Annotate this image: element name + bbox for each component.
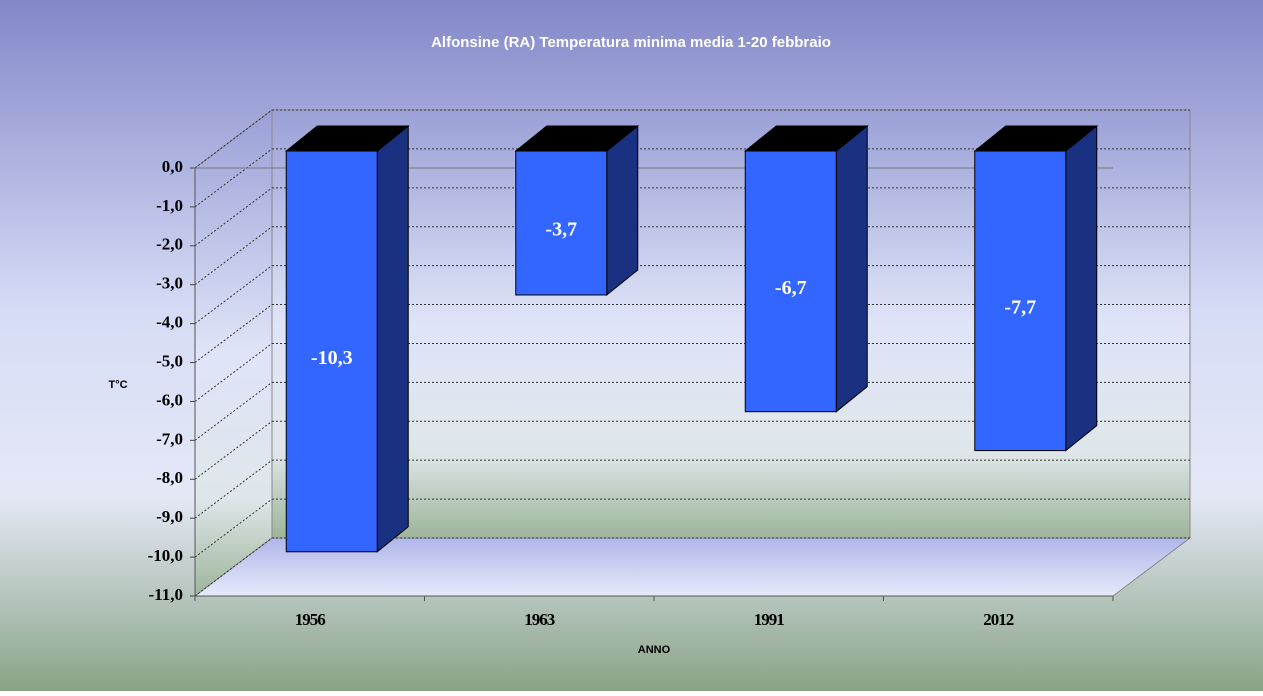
y-tick-label: -9,0 [156,507,183,526]
y-axis-label: T°C [108,379,127,391]
grid-line [194,381,273,441]
grid-line [194,343,273,402]
grid-line [194,420,273,480]
bar [974,150,1067,452]
grid-line [194,265,273,325]
y-tick-label: -6,0 [156,390,183,409]
side-wall [194,108,273,598]
y-tick-label: -3,0 [156,274,183,293]
y-tick-label: -1,0 [156,196,183,215]
grid-line [194,498,273,558]
y-tick-label: -10,0 [148,546,183,565]
y-tick-label: -7,0 [156,429,183,448]
grid-line [194,109,273,169]
y-tick-label: -4,0 [156,313,183,332]
grid-line [194,304,273,363]
y-tick-label: -8,0 [156,468,183,487]
x-tick-label: 2012 [983,610,1014,629]
x-tick-label: 1991 [754,610,785,629]
bar [744,150,837,413]
x-tick-label: 1956 [295,610,326,629]
bar-side [606,124,639,297]
y-tick-label: 0,0 [162,157,183,176]
grid-line [194,148,273,208]
bar [285,150,378,553]
grid-line [194,187,273,247]
value-label: -7,7 [1004,296,1036,318]
y-tick-label: -2,0 [156,235,183,254]
chart-title: Alfonsine (RA) Temperatura minima media … [431,34,831,51]
bar [515,150,608,296]
y-tick-label: -11,0 [149,585,183,604]
value-label: -10,3 [311,347,353,369]
x-tick-label: 1963 [524,610,555,629]
grid-line [194,537,273,597]
bar-side [376,124,409,553]
grid-line [194,459,273,519]
bar-side [1065,124,1098,452]
x-axis-label: ANNO [638,644,671,656]
y-tick-label: -5,0 [156,351,183,370]
grid-line [194,226,273,286]
bar-side [835,124,868,413]
value-label: -6,7 [775,277,807,299]
value-label: -3,7 [545,219,577,241]
